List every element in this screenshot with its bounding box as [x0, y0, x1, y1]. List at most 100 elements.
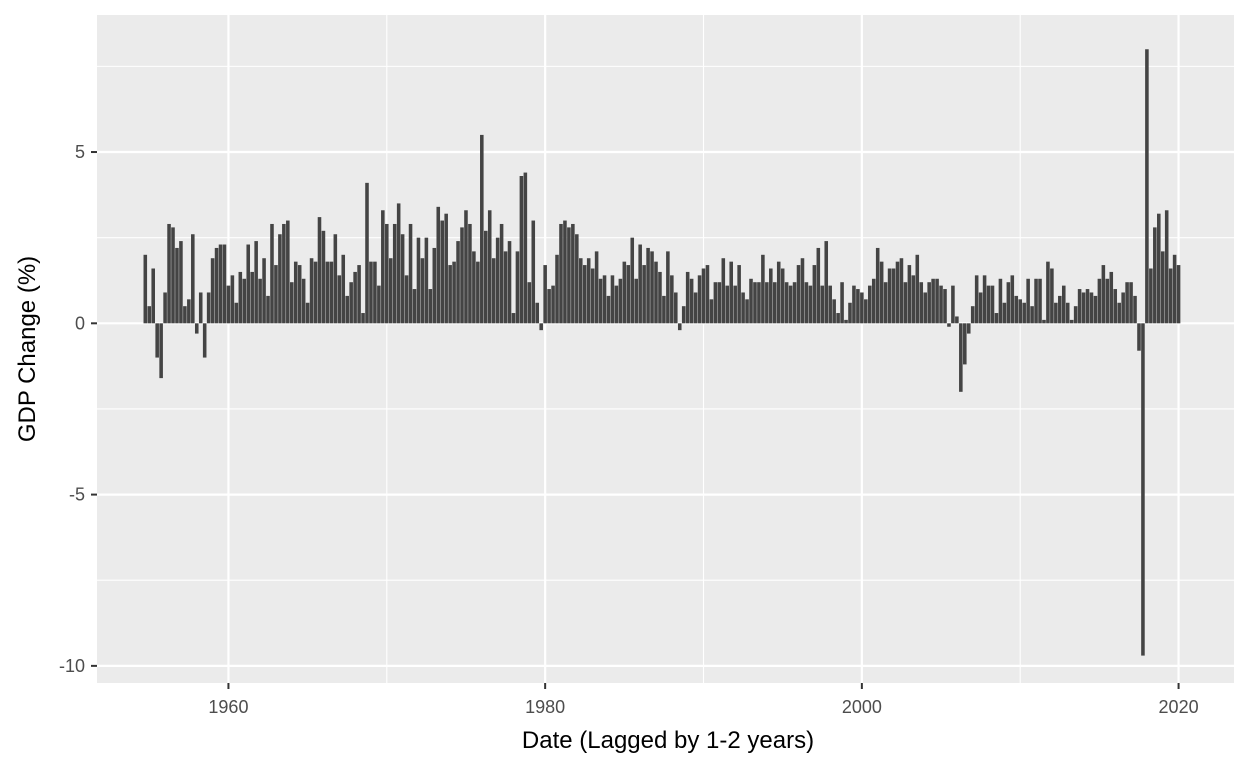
bar: [476, 261, 480, 324]
bar: [994, 313, 999, 324]
bar: [361, 313, 365, 324]
bar: [1117, 302, 1121, 324]
x-tick-labels: 1960 1980 2000 2020: [208, 697, 1198, 717]
bar: [274, 265, 278, 324]
axis-ticks: [91, 151, 1180, 689]
bar: [503, 251, 508, 324]
bar: [602, 275, 607, 324]
bar: [864, 299, 868, 324]
bar: [547, 289, 551, 324]
bar: [1109, 271, 1114, 324]
bar: [151, 268, 155, 324]
bar: [1034, 278, 1038, 324]
bar: [428, 289, 433, 324]
bar: [923, 292, 927, 324]
bar: [717, 282, 722, 324]
bar: [963, 323, 967, 365]
bar: [464, 210, 468, 324]
bar: [784, 282, 789, 324]
bar: [222, 244, 227, 324]
bar: [867, 285, 872, 324]
bar: [812, 265, 817, 324]
bar: [955, 316, 959, 324]
bar: [1129, 282, 1133, 324]
bar: [539, 323, 543, 331]
bar: [416, 237, 421, 324]
bar: [951, 285, 955, 324]
bar: [911, 275, 916, 324]
bar: [1042, 319, 1046, 324]
bar: [377, 285, 381, 324]
bar: [737, 265, 741, 324]
bar: [575, 234, 579, 324]
y-axis-title: GDP Change (%): [14, 256, 41, 442]
bar: [721, 258, 726, 324]
bar: [1038, 278, 1042, 324]
bar: [250, 271, 254, 324]
bar: [816, 247, 821, 324]
bar: [543, 265, 547, 324]
bar: [594, 251, 599, 324]
bar: [852, 285, 856, 324]
bar: [709, 299, 714, 324]
bar: [329, 261, 334, 324]
bar: [947, 323, 951, 327]
x-tick-label: 2020: [1159, 697, 1199, 717]
bar: [567, 227, 571, 324]
bar: [871, 278, 876, 324]
bar: [903, 282, 908, 324]
bar: [143, 254, 148, 324]
bar: [1168, 268, 1173, 324]
bar: [345, 295, 349, 324]
bar: [1141, 323, 1145, 656]
bar: [333, 234, 338, 324]
bar: [685, 271, 690, 324]
bar: [1022, 302, 1026, 324]
bar: [1153, 227, 1157, 324]
bar: [590, 268, 595, 324]
bar: [535, 302, 540, 324]
bar: [1156, 213, 1161, 324]
bar: [638, 244, 642, 324]
bar: [998, 278, 1003, 324]
bar: [404, 275, 409, 324]
bar: [175, 247, 179, 324]
bar: [230, 275, 235, 324]
bar: [349, 282, 353, 324]
x-axis-title: Date (Lagged by 1-2 years): [522, 727, 814, 754]
bar: [1058, 295, 1062, 324]
bar: [246, 244, 251, 324]
bar: [1006, 282, 1011, 324]
bar: [780, 268, 785, 324]
bar: [305, 302, 310, 324]
bar: [808, 285, 813, 324]
bar: [832, 299, 836, 324]
bar: [1160, 251, 1165, 324]
bar: [163, 292, 167, 324]
bar: [701, 268, 706, 324]
bar: [436, 206, 441, 324]
bar: [1002, 302, 1007, 324]
bar: [650, 251, 654, 324]
x-tick-label: 2000: [842, 697, 882, 717]
bar: [1113, 289, 1118, 324]
bar: [1077, 289, 1082, 324]
bar: [705, 265, 710, 324]
bar: [159, 323, 163, 379]
bar: [396, 203, 401, 324]
bar: [1105, 278, 1110, 324]
bar: [167, 223, 171, 324]
bar: [943, 289, 947, 324]
bar: [966, 323, 971, 334]
bar: [480, 134, 484, 324]
bar: [313, 261, 318, 324]
bar: [788, 285, 793, 324]
bar: [365, 182, 369, 324]
bar: [1046, 261, 1050, 324]
bar: [828, 285, 832, 324]
bar: [385, 223, 389, 324]
bar: [1054, 302, 1058, 324]
bar: [614, 285, 619, 324]
bar: [511, 313, 516, 324]
bar: [1125, 282, 1129, 324]
